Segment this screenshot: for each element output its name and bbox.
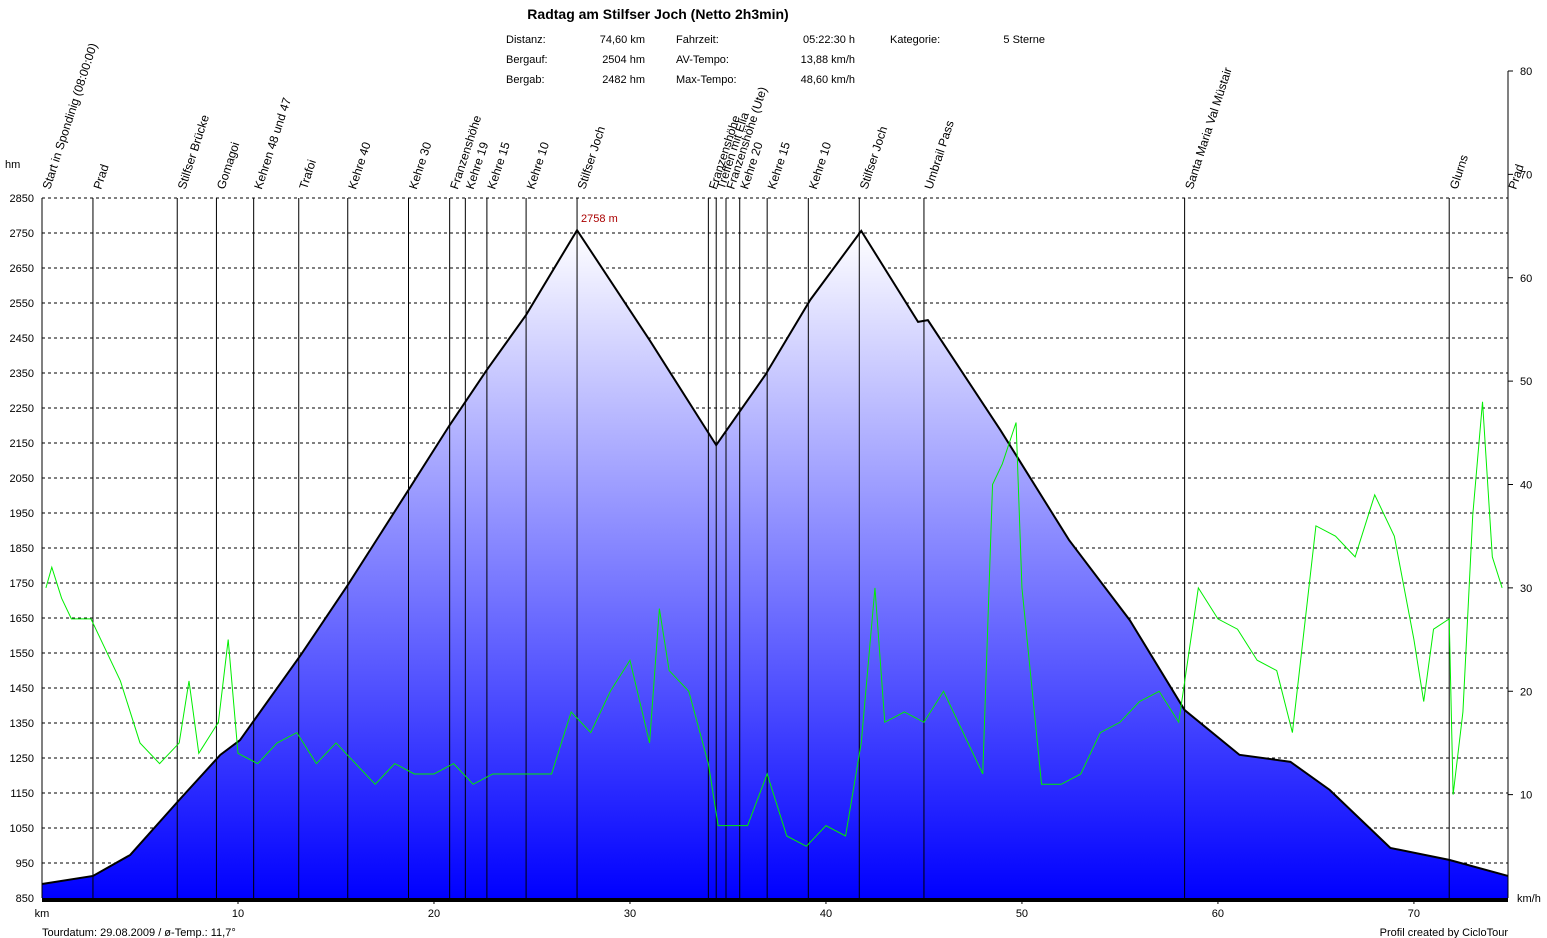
waypoint-label: Kehre 30 (406, 140, 434, 191)
y-tick-label: 1850 (10, 543, 34, 555)
speed-line (45, 401, 1503, 847)
y-tick-label: 2450 (10, 333, 34, 345)
y-tick-label: 2250 (10, 403, 34, 415)
waypoint-label: Kehren 48 und 47 (251, 96, 294, 191)
y-tick-label: 1550 (10, 648, 34, 660)
x-tick-label: 70 (1408, 908, 1420, 920)
chart-title: Radtag am Stilfser Joch (Netto 2h3min) (527, 6, 788, 22)
stat-label: Kategorie: (890, 34, 940, 46)
waypoint-label: Umbrail Pass (921, 119, 956, 191)
stat-value: 2504 hm (602, 54, 645, 66)
y2-tick-label: 60 (1520, 273, 1532, 285)
y-tick-label: 2550 (10, 298, 34, 310)
y-tick-label: 1050 (10, 823, 34, 835)
waypoint-label: Trafoi (296, 158, 319, 191)
y-tick-label: 1150 (10, 788, 34, 800)
x-axis-label: km (35, 908, 50, 920)
stat-value: 13,88 km/h (801, 54, 855, 66)
stat-value: 05:22:30 h (803, 34, 855, 46)
waypoint-label: Kehre 40 (345, 140, 373, 191)
waypoint-label: Kehre 10 (524, 140, 552, 191)
y-tick-label: 1450 (10, 683, 34, 695)
waypoint-label: Start in Spondinig (08:00:00) (40, 41, 101, 191)
stat-label: Bergauf: (506, 54, 548, 66)
x-tick-label: 40 (820, 908, 832, 920)
footer-right: Profil created by CicloTour (1380, 927, 1509, 938)
stat-label: Distanz: (506, 34, 546, 46)
waypoint-label: Stilfser Joch (575, 124, 609, 190)
x-tick-label: 50 (1016, 908, 1028, 920)
y-tick-label: 2750 (10, 228, 34, 240)
y2-tick-label: 20 (1520, 686, 1532, 698)
footer-left: Tourdatum: 29.08.2009 / ø-Temp.: 11,7° (42, 927, 236, 938)
stat-value: 2482 hm (602, 74, 645, 86)
y-tick-label: 1950 (10, 508, 34, 520)
y-tick-label: 1250 (10, 753, 34, 765)
y-tick-label: 2850 (10, 193, 34, 205)
x-tick-label: 60 (1212, 908, 1224, 920)
waypoint-label: Glurns (1447, 153, 1471, 191)
y-tick-label: 1750 (10, 578, 34, 590)
stat-value: 74,60 km (600, 34, 645, 46)
annotation: 2758 m (581, 213, 618, 225)
y-tick-label: 950 (16, 858, 34, 870)
y-tick-label: 1650 (10, 613, 34, 625)
stat-label: Fahrzeit: (676, 34, 719, 46)
y2-tick-label: 40 (1520, 480, 1532, 492)
stat-value: 48,60 km/h (801, 74, 855, 86)
waypoint-label: Kehre 15 (765, 140, 793, 191)
stat-value: 5 Sterne (1003, 34, 1045, 46)
waypoint-label: Gomagoi (214, 140, 242, 191)
y-tick-label: 2350 (10, 368, 34, 380)
y-tick-label: 2050 (10, 473, 34, 485)
y2-tick-label: 80 (1520, 66, 1532, 78)
y2-axis-label: km/h (1517, 893, 1541, 905)
waypoint-label: Stilfser Joch (857, 124, 891, 190)
waypoint-label: Stilfser Brücke (175, 113, 212, 191)
y2-tick-label: 30 (1520, 583, 1532, 595)
y-tick-label: 2650 (10, 263, 34, 275)
stat-label: AV-Tempo: (676, 54, 729, 66)
stat-label: Max-Tempo: (676, 74, 737, 86)
y-tick-label: 2150 (10, 438, 34, 450)
x-tick-label: 20 (428, 908, 440, 920)
y2-tick-label: 50 (1520, 376, 1532, 388)
y-axis-label: hm (5, 159, 20, 171)
waypoint-label: Kehre 10 (806, 140, 834, 191)
x-tick-label: 30 (624, 908, 636, 920)
waypoint-label: Santa Maria Val Müstair (1182, 66, 1235, 191)
x-tick-label: 10 (232, 908, 244, 920)
y2-tick-label: 10 (1520, 790, 1532, 802)
waypoint-label: Prad (90, 162, 111, 190)
stat-label: Bergab: (506, 74, 545, 86)
x-axis (42, 898, 1508, 902)
y-tick-label: 1350 (10, 718, 34, 730)
y2-tick-label: 70 (1520, 169, 1532, 181)
y-tick-label: 850 (16, 893, 34, 905)
